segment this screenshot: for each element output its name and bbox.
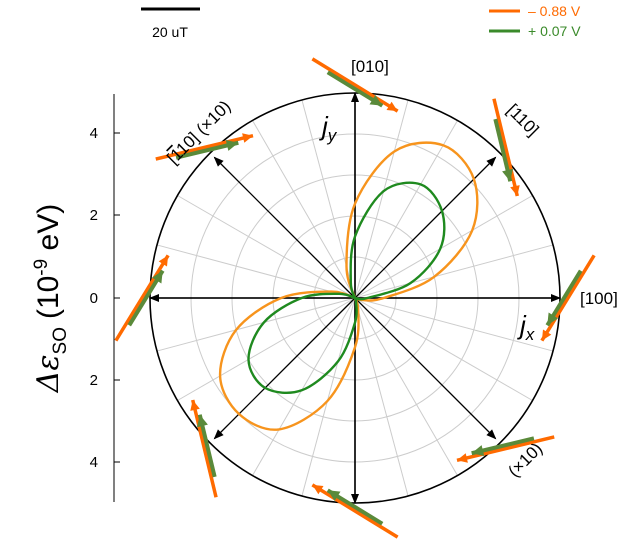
grid-spoke bbox=[354, 244, 554, 299]
radial-tick-label: 2 bbox=[90, 207, 98, 224]
radial-tick-label: 0 bbox=[90, 290, 98, 307]
direction-arrow bbox=[354, 297, 497, 440]
jx-label: jx bbox=[517, 310, 535, 344]
grid-spoke bbox=[354, 297, 533, 401]
scale-bar-label: 20 uT bbox=[152, 24, 188, 40]
arrow-orange bbox=[114, 254, 170, 342]
arrow-green-head bbox=[225, 140, 239, 151]
legend-label-green: + 0.07 V bbox=[528, 23, 581, 39]
series-curve-green bbox=[247, 181, 446, 395]
arrow-green-head bbox=[152, 270, 163, 284]
ylabel-unit-exp: -9 bbox=[31, 259, 52, 276]
arrow-green-head bbox=[369, 95, 383, 106]
direction-arrow bbox=[213, 156, 356, 299]
grid-spoke bbox=[156, 297, 356, 352]
grid-spoke bbox=[354, 297, 409, 497]
radial-tick-label: 4 bbox=[90, 125, 98, 142]
grid-spoke bbox=[354, 120, 458, 299]
arrow-green-head bbox=[197, 414, 208, 428]
arrow-orange-head bbox=[510, 185, 520, 196]
arrow-orange-head bbox=[312, 484, 324, 495]
y-axis-label: ΔεSO (10-9 eV) bbox=[31, 204, 71, 394]
radial-tick-label: 2 bbox=[90, 372, 98, 389]
arrow-orange bbox=[155, 134, 254, 161]
grid-spoke bbox=[177, 297, 356, 401]
arrow-orange bbox=[191, 399, 218, 498]
grid-spoke bbox=[252, 120, 356, 299]
arrow-orange-head bbox=[386, 101, 398, 112]
grid-spoke bbox=[354, 99, 409, 299]
arrow-orange bbox=[311, 57, 399, 113]
ylabel-subscript: SO bbox=[50, 327, 71, 354]
arrow-orange-head bbox=[158, 255, 169, 267]
direction-arrow bbox=[213, 297, 356, 440]
arrow-orange-head bbox=[190, 400, 200, 411]
scale-bar: 20 uT bbox=[141, 7, 200, 40]
grid-spoke bbox=[156, 244, 356, 299]
legend-label-orange: – 0.88 V bbox=[528, 3, 581, 19]
jy-sub: y bbox=[327, 126, 338, 145]
arrow-orange bbox=[311, 483, 399, 539]
ylabel-symbol: Δε bbox=[31, 354, 66, 393]
label-110bar: [110] (×10) bbox=[163, 97, 234, 168]
grid-spoke bbox=[301, 297, 356, 497]
arrow-green-head bbox=[547, 312, 558, 326]
arrow-orange bbox=[540, 254, 596, 342]
label-010: [010] bbox=[351, 57, 389, 76]
arrow-green-head bbox=[471, 445, 485, 456]
jy-label: jy bbox=[319, 111, 338, 145]
jy-main: j bbox=[319, 111, 329, 141]
arrow-orange-head bbox=[242, 133, 253, 143]
label-100: [100] bbox=[580, 289, 618, 308]
grid-spoke bbox=[177, 195, 356, 299]
arrow-green-head bbox=[502, 168, 513, 182]
svg-text:ΔεSO(10-9 eV): ΔεSO (10-9 eV) bbox=[31, 204, 71, 394]
arrow-orange-head bbox=[457, 453, 468, 463]
ylabel-unit-prefix: (10 bbox=[32, 276, 65, 319]
moment-arrows bbox=[114, 57, 596, 539]
direction-arrow bbox=[354, 156, 497, 299]
grid-spoke bbox=[354, 297, 458, 476]
arrow-green-head bbox=[327, 490, 341, 501]
jx-sub: x bbox=[525, 325, 535, 344]
arrow-orange bbox=[456, 435, 555, 462]
ylabel-unit-suffix: eV) bbox=[32, 204, 65, 259]
arrow-orange bbox=[492, 98, 519, 197]
grid-spoke bbox=[354, 195, 533, 299]
arrow-orange-head bbox=[541, 329, 552, 341]
legend: – 0.88 V + 0.07 V bbox=[489, 3, 581, 39]
radial-axis: 4 2 0 2 4 bbox=[90, 94, 120, 502]
grid-spoke bbox=[354, 297, 554, 352]
radial-tick-label: 4 bbox=[90, 454, 98, 471]
label-110: [110] bbox=[503, 100, 542, 139]
grid-spoke bbox=[252, 297, 356, 476]
jx-main: j bbox=[517, 310, 527, 340]
series-curves bbox=[218, 141, 479, 431]
